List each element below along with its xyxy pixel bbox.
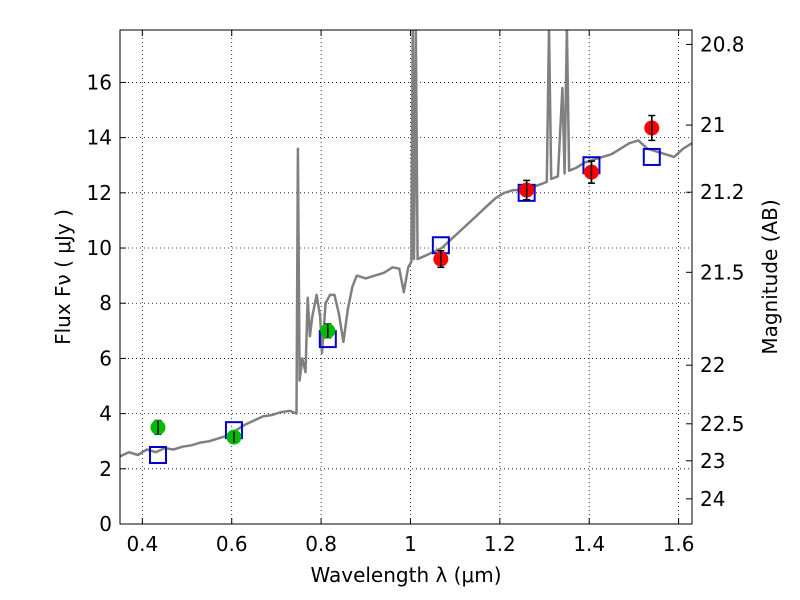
- mag-tick-label: 22: [700, 353, 725, 377]
- mag-tick-label: 20.8: [700, 32, 745, 56]
- mag-tick-label: 21.5: [700, 260, 745, 284]
- spectrum-series: [120, 30, 692, 458]
- x-tick-label: 1.2: [484, 532, 516, 556]
- x-axis-label: Wavelength λ (μm): [310, 563, 501, 587]
- x-tick-label: 1.6: [663, 532, 695, 556]
- model-square-point: [642, 147, 661, 166]
- mag-tick-label: 22.5: [700, 412, 745, 436]
- y-tick-label: 6: [99, 346, 112, 370]
- magnitude-axis: 20.8 21 21.2 21.5 22 22.5 23 24: [686, 32, 745, 511]
- y-tick-label: 10: [87, 236, 112, 260]
- model-square-point: [148, 446, 167, 465]
- x-tick-label: 0.6: [216, 532, 248, 556]
- x-tick-label: 1.4: [573, 532, 605, 556]
- mag-tick-label: 21: [700, 113, 725, 137]
- y-tick-label: 8: [99, 291, 112, 315]
- mag-tick-label: 21.2: [700, 180, 745, 204]
- y-tick-label: 12: [87, 181, 112, 205]
- photometry-series: [150, 114, 660, 445]
- y-axis-label: Flux Fν ( μJy ): [51, 209, 75, 345]
- y-tick-label: 0: [99, 512, 112, 536]
- x-tick-label: 0.4: [126, 532, 158, 556]
- x-tick-label: 0.8: [305, 532, 337, 556]
- y-tick-label: 2: [99, 457, 112, 481]
- y-tick-label: 4: [99, 402, 112, 426]
- y-tick-label: 16: [87, 70, 112, 94]
- x-axis: 0.4 0.6 0.8 1 1.2 1.4 1.6: [126, 30, 695, 556]
- y-tick-label: 14: [87, 126, 112, 150]
- plot-frame: [119, 29, 693, 525]
- y-axis: 0 2 4 6 8 10 12 14 16: [87, 70, 126, 536]
- x-tick-label: 1: [404, 532, 417, 556]
- mag-tick-label: 23: [700, 449, 725, 473]
- spectrum-line: [120, 30, 692, 458]
- right-axis-label: Magnitude (AB): [758, 199, 782, 354]
- mag-tick-label: 24: [700, 487, 725, 511]
